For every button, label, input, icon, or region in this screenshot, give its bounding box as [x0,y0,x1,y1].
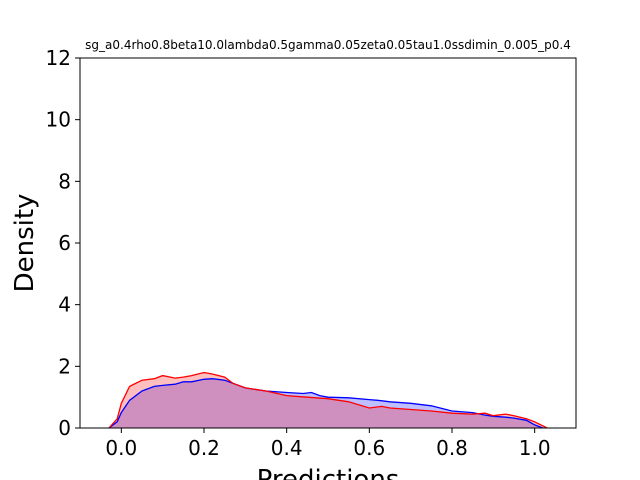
series-layer [108,371,548,429]
y-tick-label: 4 [58,293,71,317]
x-tick-label: 0.6 [353,436,385,460]
y-axis-label: Density [10,194,40,293]
chart-title: sg_a0.4rho0.8beta10.0lambda0.5gamma0.05z… [85,38,571,52]
x-tick-label: 1.0 [519,436,551,460]
y-tick-label: 0 [58,416,71,440]
y-tick-label: 8 [58,169,71,193]
series-2-area [108,372,548,428]
x-axis-label: Predictions [257,465,400,480]
y-tick-label: 12 [46,46,71,70]
x-tick-label: 0.2 [188,436,220,460]
y-tick-label: 10 [46,108,71,132]
x-tick-label: 0.0 [105,436,137,460]
plot-frame [79,57,577,429]
series-1-line [108,378,544,429]
y-tick-label: 6 [58,231,71,255]
x-axis-ticks: 0.0 0.2 0.4 0.6 0.8 1.0 [105,428,551,460]
y-axis-ticks: 0 2 4 6 8 10 12 [46,46,80,440]
x-tick-label: 0.4 [271,436,303,460]
x-tick-label: 0.8 [436,436,468,460]
series-1-area [108,378,543,428]
series-2-line [108,371,548,429]
y-tick-label: 2 [58,354,71,378]
